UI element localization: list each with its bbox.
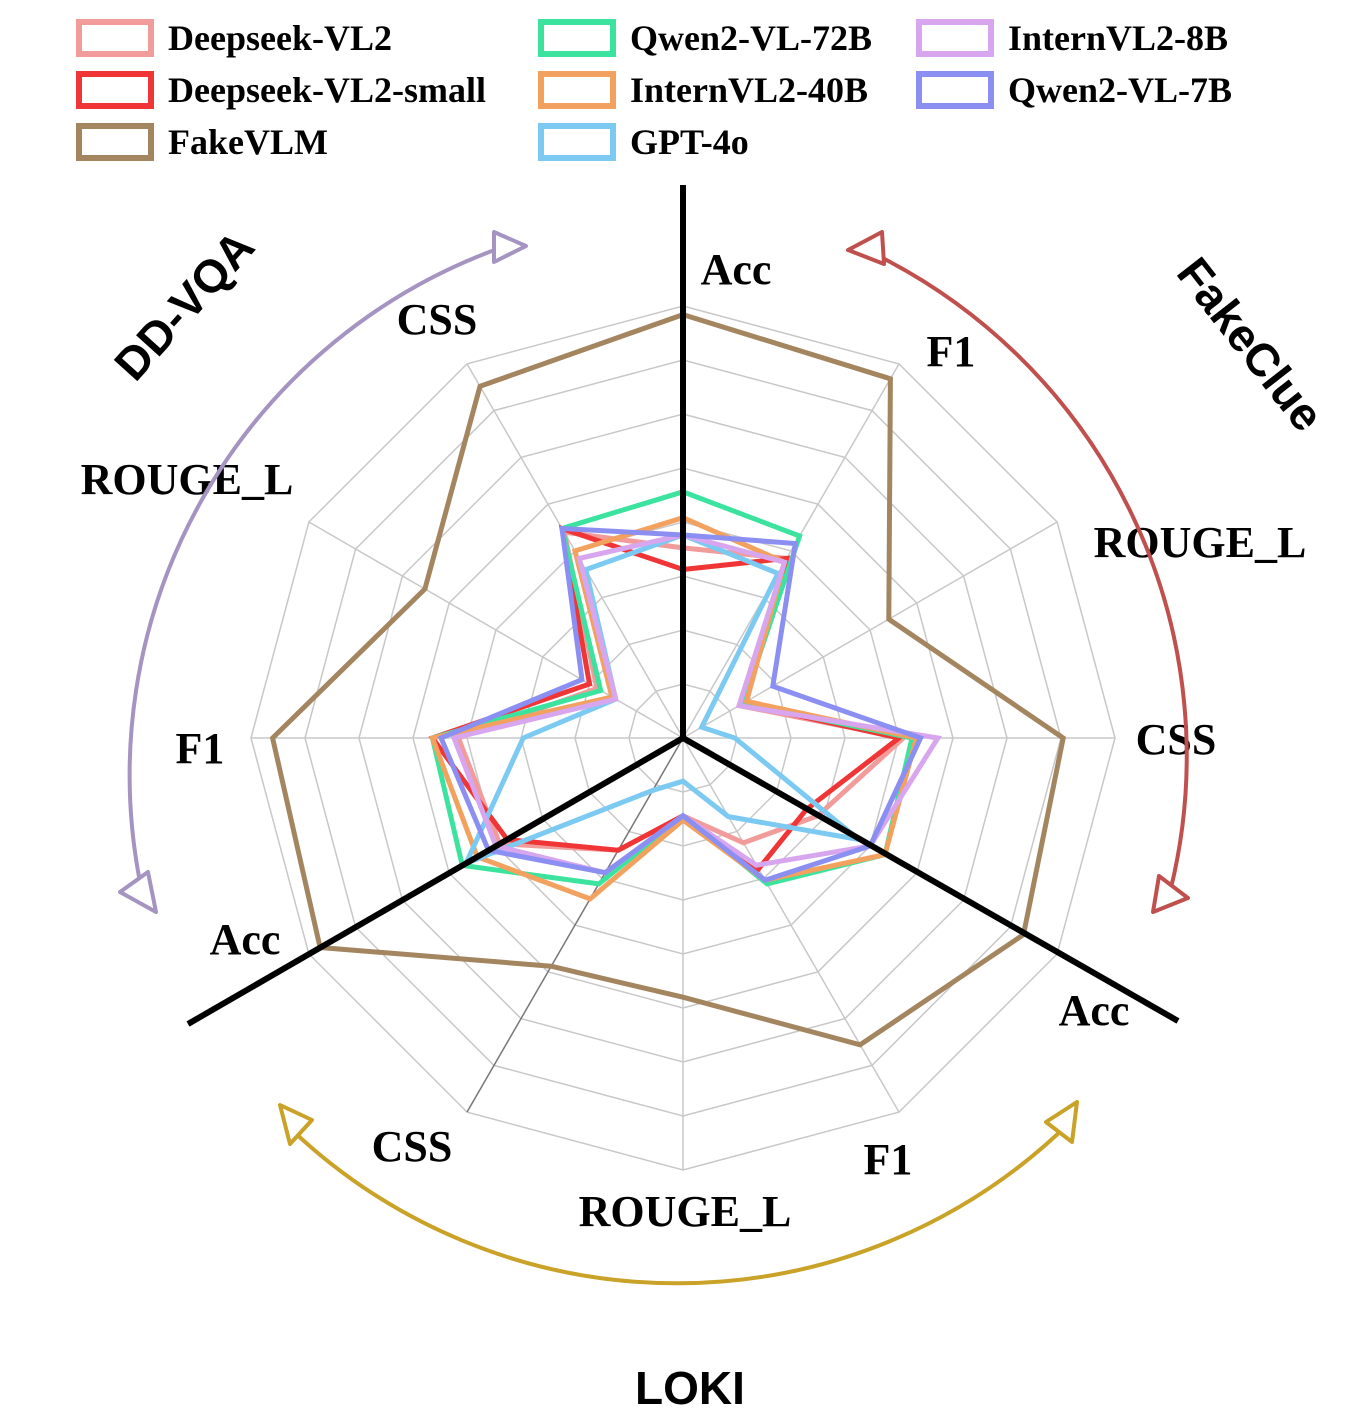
fakeclue-arc: [861, 246, 1189, 893]
group-label-loki: LOKI: [635, 1362, 745, 1414]
grid-spoke: [466, 737, 684, 1113]
legend: Deepseek-VL2 Deepseek-VL2-small FakeVLM …: [0, 0, 1368, 180]
legend-label: GPT-4o: [630, 122, 749, 162]
legend-swatch: [76, 19, 154, 57]
loki-ddvqa-divider: [186, 735, 685, 1027]
legend-label: Qwen2-VL-72B: [630, 18, 872, 58]
axis-label-ddvqa-f1: F1: [176, 724, 225, 773]
ddvqa-arrowhead-bottom: [118, 870, 158, 914]
legend-item-internvl2-40b: InternVL2-40B: [538, 66, 868, 114]
legend-item-qwen2-vl-7b: Qwen2-VL-7B: [916, 66, 1232, 114]
axis-labels: Acc F1 ROUGE_L CSS Acc F1 ROUGE_L CSS Ac…: [81, 245, 1307, 1236]
legend-swatch: [538, 19, 616, 57]
legend-item-fakevlm: FakeVLM: [76, 118, 328, 166]
axis-label-loki-rouge-l: ROUGE_L: [579, 1187, 792, 1236]
legend-item-internvl2-8b: InternVL2-8B: [916, 14, 1228, 62]
group-label-ddvqa: DD-VQA: [104, 220, 264, 390]
ddvqa-arc: [127, 246, 501, 883]
legend-swatch: [538, 71, 616, 109]
radar-series: [269, 311, 1066, 1048]
grid-spoke: [682, 737, 900, 1113]
axis-label-loki-css: CSS: [372, 1122, 453, 1171]
axis-label-fakeclue-f1: F1: [927, 327, 976, 376]
axis-label-ddvqa-rouge-l: ROUGE_L: [81, 455, 294, 504]
ddvqa-arrowhead-top: [492, 230, 528, 264]
series-line-internvl2-40b: [429, 515, 920, 902]
axis-label-fakeclue-acc: Acc: [701, 245, 772, 294]
grid-spoke: [308, 521, 684, 739]
grid-spoke: [682, 363, 900, 739]
fakeclue-loki-divider: [681, 735, 1180, 1024]
axis-label-loki-acc: Acc: [1059, 986, 1130, 1035]
axis-label-fakeclue-rouge-l: ROUGE_L: [1094, 518, 1307, 567]
group-label-fakeclue: FakeClue: [1167, 248, 1334, 441]
legend-label: InternVL2-40B: [630, 70, 869, 110]
series-line-qwen2-vl-7b: [437, 525, 925, 883]
axis-label-loki-f1: F1: [864, 1135, 913, 1184]
legend-label: Deepseek-VL2-small: [168, 70, 486, 110]
legend-item-gpt-4o: GPT-4o: [538, 118, 749, 166]
legend-swatch: [916, 71, 994, 109]
axis-label-ddvqa-acc: Acc: [210, 915, 281, 964]
legend-item-qwen2-vl-72b: Qwen2-VL-72B: [538, 14, 872, 62]
legend-label: FakeVLM: [168, 122, 328, 162]
legend-swatch: [916, 19, 994, 57]
legend-swatch: [76, 123, 154, 161]
axis-label-ddvqa-css: CSS: [397, 295, 478, 344]
loki-arrowhead-left: [278, 1103, 314, 1146]
loki-arc: [290, 1126, 1066, 1286]
legend-swatch: [538, 123, 616, 161]
group-divider-axes: [186, 185, 1180, 1027]
legend-label: Deepseek-VL2: [168, 18, 392, 58]
axis-label-fakeclue-css: CSS: [1136, 715, 1217, 764]
legend-label: Qwen2-VL-7B: [1008, 70, 1232, 110]
fakeclue-arrowhead-top: [846, 230, 886, 266]
legend-swatch: [76, 71, 154, 109]
fakeclue-arrowhead-bottom: [1151, 874, 1190, 914]
loki-arrowhead-right: [1044, 1100, 1079, 1144]
legend-item-deepseek-vl2: Deepseek-VL2: [76, 14, 392, 62]
legend-item-deepseek-vl2-small: Deepseek-VL2-small: [76, 66, 486, 114]
series-line-fakevlm: [269, 311, 1066, 1048]
legend-label: InternVL2-8B: [1008, 18, 1229, 58]
